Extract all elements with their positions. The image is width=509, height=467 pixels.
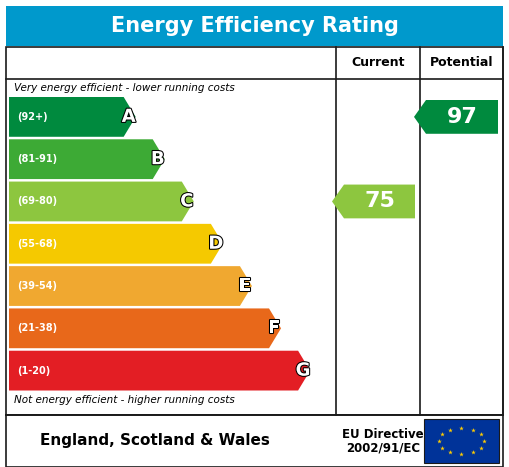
Text: B: B	[151, 150, 164, 168]
Bar	[6, 47, 503, 415]
Text: G: G	[296, 361, 310, 380]
Text: F: F	[268, 319, 280, 337]
Polygon shape	[414, 100, 498, 134]
Bar	[424, 419, 499, 463]
Text: (21-38): (21-38)	[17, 323, 57, 333]
Text: (69-80): (69-80)	[17, 197, 57, 206]
Bar	[6, 6, 503, 46]
Polygon shape	[9, 139, 165, 179]
Text: A: A	[122, 108, 135, 126]
Text: England, Scotland & Wales: England, Scotland & Wales	[40, 433, 269, 448]
Text: E: E	[239, 277, 251, 295]
Polygon shape	[9, 266, 252, 306]
Text: Potential: Potential	[430, 57, 493, 70]
Text: 75: 75	[364, 191, 395, 212]
Text: Not energy efficient - higher running costs: Not energy efficient - higher running co…	[14, 395, 235, 405]
Text: D: D	[208, 235, 223, 253]
Polygon shape	[9, 351, 310, 390]
Text: C: C	[180, 192, 193, 211]
Text: Current: Current	[351, 57, 405, 70]
Text: (92+): (92+)	[17, 112, 48, 122]
Text: (81-91): (81-91)	[17, 154, 57, 164]
Polygon shape	[9, 97, 136, 137]
Text: 2002/91/EC: 2002/91/EC	[346, 441, 420, 454]
Polygon shape	[9, 182, 194, 221]
Text: (55-68): (55-68)	[17, 239, 57, 249]
Text: EU Directive: EU Directive	[342, 427, 424, 440]
Polygon shape	[9, 224, 223, 264]
Text: Energy Efficiency Rating: Energy Efficiency Rating	[110, 16, 399, 36]
Polygon shape	[9, 308, 281, 348]
Text: (39-54): (39-54)	[17, 281, 57, 291]
Text: 97: 97	[446, 107, 477, 127]
Text: (1-20): (1-20)	[17, 366, 50, 375]
Text: Very energy efficient - lower running costs: Very energy efficient - lower running co…	[14, 83, 235, 93]
Polygon shape	[332, 184, 415, 219]
Bar	[6, 415, 503, 467]
